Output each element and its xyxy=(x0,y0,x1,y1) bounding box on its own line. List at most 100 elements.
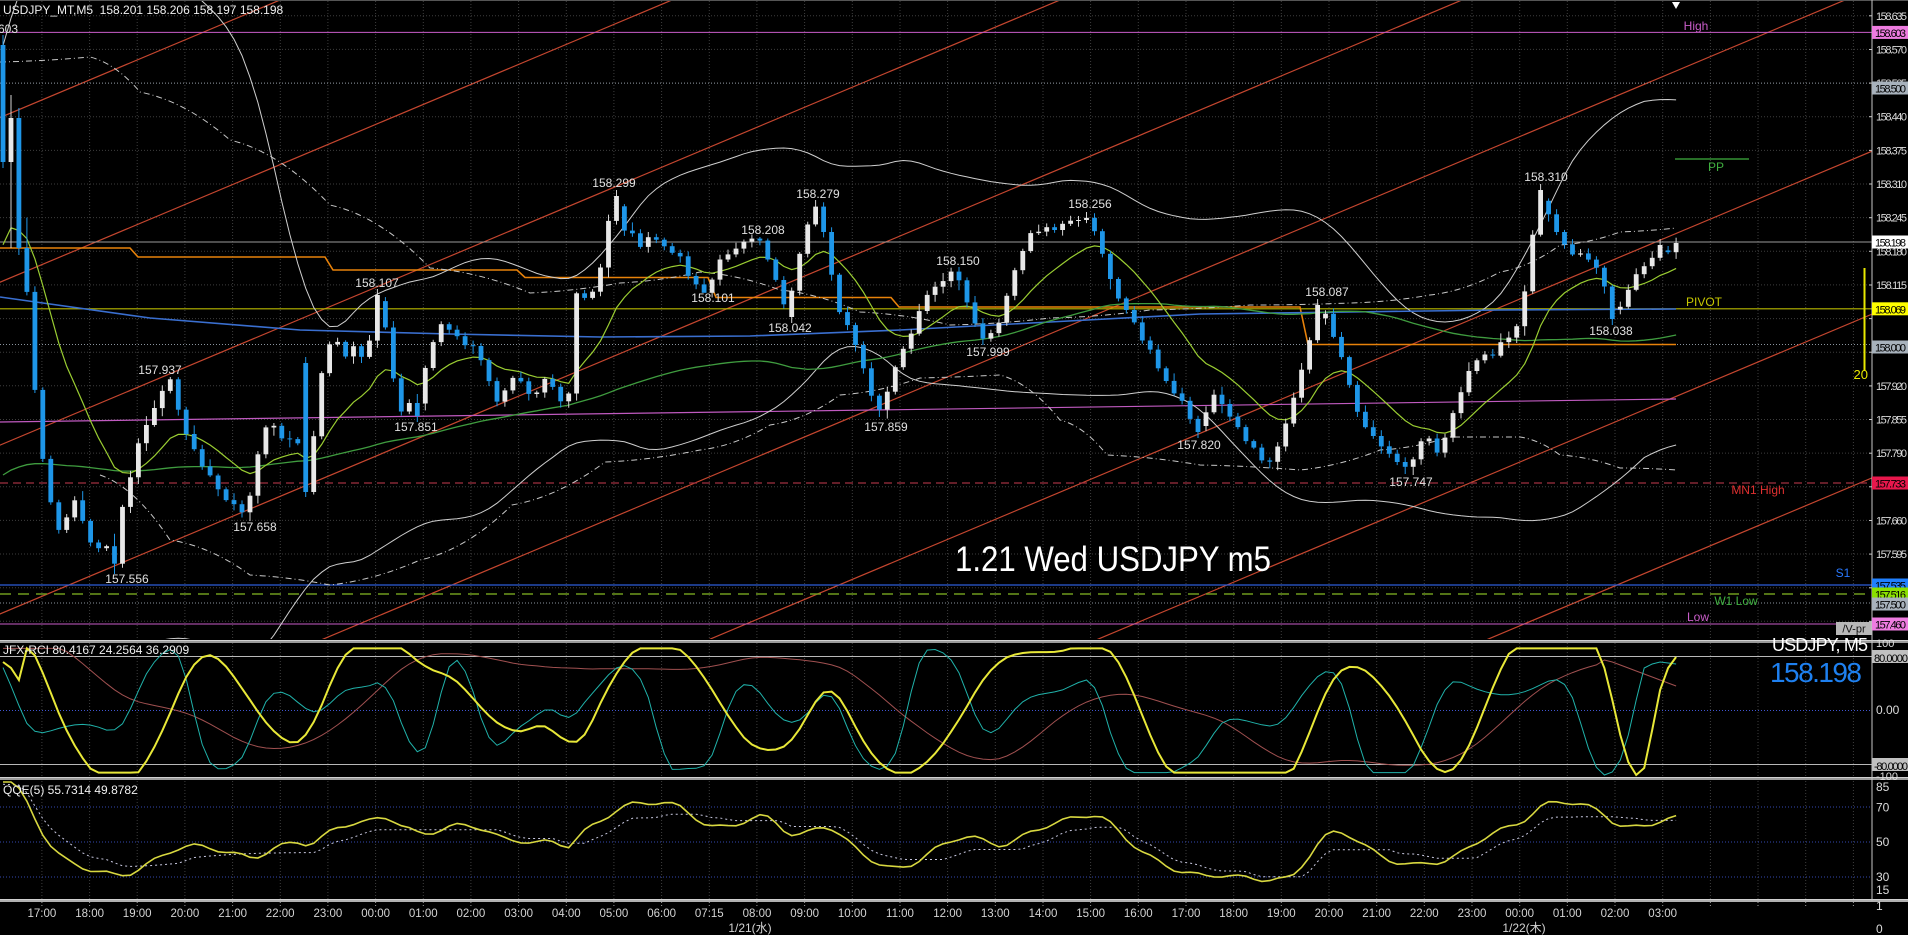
svg-text:PP: PP xyxy=(1708,160,1724,174)
svg-text:157.747: 157.747 xyxy=(1389,475,1433,489)
svg-text:02:00: 02:00 xyxy=(1601,908,1630,920)
svg-text:603: 603 xyxy=(0,22,18,36)
svg-text:158.245: 158.245 xyxy=(1876,213,1907,225)
svg-text:23:00: 23:00 xyxy=(314,908,343,920)
svg-text:19:00: 19:00 xyxy=(123,908,152,920)
svg-text:157.460: 157.460 xyxy=(1875,620,1906,632)
svg-text:MN1 High: MN1 High xyxy=(1731,483,1784,497)
svg-text:16:00: 16:00 xyxy=(1124,908,1153,920)
svg-text:11:00: 11:00 xyxy=(886,908,914,920)
svg-text:1/21(水): 1/21(水) xyxy=(728,921,771,935)
svg-text:158.150: 158.150 xyxy=(936,254,980,268)
svg-text:158.635: 158.635 xyxy=(1876,11,1907,23)
svg-text:01:00: 01:00 xyxy=(1553,908,1582,920)
svg-text:USDJPY, M5: USDJPY, M5 xyxy=(1772,635,1868,655)
svg-text:USDJPY_MT,M5 158.201 158.206: USDJPY_MT,M5 158.201 158.206 158.197 158… xyxy=(3,3,284,17)
svg-text:09:00: 09:00 xyxy=(790,908,819,920)
svg-text:12:00: 12:00 xyxy=(933,908,962,920)
svg-text:/V-pr: /V-pr xyxy=(1842,624,1866,636)
svg-text:22:00: 22:00 xyxy=(266,908,295,920)
svg-text:05:00: 05:00 xyxy=(600,908,629,920)
svg-text:19:00: 19:00 xyxy=(1267,908,1296,920)
svg-text:PIVOT: PIVOT xyxy=(1686,295,1723,309)
svg-text:157.920: 157.920 xyxy=(1876,381,1907,393)
svg-text:W1 Low: W1 Low xyxy=(1714,594,1758,608)
svg-text:07:15: 07:15 xyxy=(695,908,724,920)
svg-text:158.000: 158.000 xyxy=(1875,343,1906,355)
svg-text:158.310: 158.310 xyxy=(1524,170,1568,184)
svg-text:22:00: 22:00 xyxy=(1410,908,1439,920)
svg-text:18:00: 18:00 xyxy=(75,908,104,920)
svg-text:20:00: 20:00 xyxy=(1315,908,1344,920)
svg-text:158.299: 158.299 xyxy=(592,176,636,190)
svg-text:JFX-RCI 80.4167 24.2564 36.290: JFX-RCI 80.4167 24.2564 36.2909 xyxy=(3,643,189,657)
svg-text:158.256: 158.256 xyxy=(1068,197,1112,211)
svg-text:157.500: 157.500 xyxy=(1875,600,1906,612)
svg-text:03:00: 03:00 xyxy=(1648,908,1677,920)
svg-text:158.101: 158.101 xyxy=(691,291,735,305)
svg-text:1/22(木): 1/22(木) xyxy=(1502,921,1545,935)
svg-text:157.660: 157.660 xyxy=(1876,516,1907,528)
svg-text:0: 0 xyxy=(1876,922,1883,935)
svg-text:157.733: 157.733 xyxy=(1875,479,1906,491)
svg-text:158.038: 158.038 xyxy=(1589,324,1633,338)
svg-text:17:00: 17:00 xyxy=(28,908,57,920)
svg-text:04:00: 04:00 xyxy=(552,908,581,920)
svg-text:157.595: 157.595 xyxy=(1876,549,1907,561)
svg-text:157.820: 157.820 xyxy=(1177,438,1221,452)
svg-text:21:00: 21:00 xyxy=(218,908,247,920)
svg-text:08:00: 08:00 xyxy=(743,908,772,920)
svg-text:157.851: 157.851 xyxy=(394,420,438,434)
svg-text:158.087: 158.087 xyxy=(1305,285,1349,299)
svg-text:158.042: 158.042 xyxy=(768,321,812,335)
svg-text:01:00: 01:00 xyxy=(409,908,438,920)
svg-text:158.115: 158.115 xyxy=(1876,280,1907,292)
svg-text:157.658: 157.658 xyxy=(233,520,277,534)
svg-text:13:00: 13:00 xyxy=(981,908,1010,920)
svg-text:18:00: 18:00 xyxy=(1219,908,1248,920)
svg-text:158.107: 158.107 xyxy=(355,276,399,290)
svg-text:158.180: 158.180 xyxy=(1876,246,1907,258)
svg-text:High: High xyxy=(1684,19,1709,33)
svg-text:158.603: 158.603 xyxy=(1875,28,1906,40)
svg-text:100: 100 xyxy=(1876,638,1894,650)
svg-text:15:00: 15:00 xyxy=(1076,908,1105,920)
svg-text:0.00: 0.00 xyxy=(1876,703,1900,717)
svg-text:21:00: 21:00 xyxy=(1362,908,1391,920)
svg-text:14:00: 14:00 xyxy=(1029,908,1058,920)
svg-text:158.570: 158.570 xyxy=(1876,45,1907,57)
svg-text:158.310: 158.310 xyxy=(1876,179,1907,191)
svg-text:02:00: 02:00 xyxy=(457,908,486,920)
svg-text:00:00: 00:00 xyxy=(361,908,390,920)
svg-text:23:00: 23:00 xyxy=(1458,908,1487,920)
svg-text:50: 50 xyxy=(1876,835,1890,849)
svg-text:S1: S1 xyxy=(1836,566,1851,580)
svg-text:158.279: 158.279 xyxy=(796,187,840,201)
svg-text:20: 20 xyxy=(1854,367,1868,382)
svg-text:17:00: 17:00 xyxy=(1172,908,1201,920)
svg-text:158.375: 158.375 xyxy=(1876,145,1907,157)
svg-text:158.069: 158.069 xyxy=(1875,304,1906,316)
svg-text:157.999: 157.999 xyxy=(966,345,1010,359)
svg-text:30: 30 xyxy=(1876,870,1890,884)
svg-text:157.937: 157.937 xyxy=(138,363,182,377)
svg-text:158.440: 158.440 xyxy=(1876,112,1907,124)
svg-text:157.790: 157.790 xyxy=(1876,448,1907,460)
svg-text:-80.0000: -80.0000 xyxy=(1874,761,1908,773)
svg-text:1.21 Wed USDJPY m5: 1.21 Wed USDJPY m5 xyxy=(955,540,1271,579)
svg-text:QQE(5) 55.7314 49.8782: QQE(5) 55.7314 49.8782 xyxy=(3,783,138,797)
svg-text:80.0000: 80.0000 xyxy=(1874,653,1908,665)
svg-text:157.556: 157.556 xyxy=(105,572,149,586)
svg-text:70: 70 xyxy=(1876,801,1890,815)
svg-text:15: 15 xyxy=(1876,883,1890,897)
svg-text:03:00: 03:00 xyxy=(504,908,533,920)
svg-text:Low: Low xyxy=(1687,610,1709,624)
svg-text:10:00: 10:00 xyxy=(838,908,867,920)
svg-text:20:00: 20:00 xyxy=(171,908,200,920)
svg-text:157.859: 157.859 xyxy=(864,420,908,434)
svg-text:1: 1 xyxy=(1876,899,1883,913)
svg-text:157.855: 157.855 xyxy=(1876,415,1907,427)
svg-text:00:00: 00:00 xyxy=(1505,908,1534,920)
svg-text:-100: -100 xyxy=(1876,771,1898,783)
svg-text:06:00: 06:00 xyxy=(647,908,676,920)
